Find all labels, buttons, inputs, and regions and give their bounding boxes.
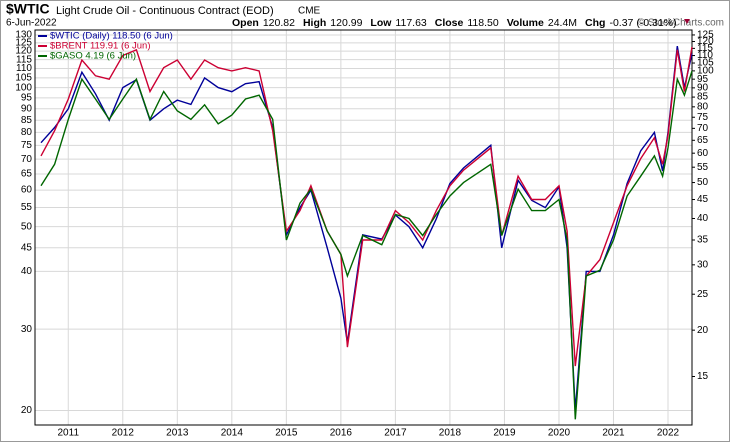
legend-label: $BRENT 119.91 (6 Jun) — [50, 41, 151, 52]
y2-tick-label: 35 — [697, 235, 709, 246]
x-tick-label: 2012 — [112, 428, 135, 439]
y-tick-label: 55 — [21, 202, 33, 213]
series-line — [40, 70, 693, 420]
y2-tick-label: 40 — [697, 213, 709, 224]
x-tick-label: 2016 — [330, 428, 353, 439]
x-tick-label: 2011 — [58, 428, 80, 439]
y2-tick-label: 80 — [697, 101, 709, 112]
quote-value: 117.63 — [395, 17, 426, 29]
quote-label: Chg — [585, 17, 605, 29]
y-tick-label: 65 — [21, 169, 33, 180]
y-tick-label: 120 — [15, 46, 32, 57]
y-tick-label: 20 — [21, 405, 33, 416]
y-tick-label: 125 — [15, 38, 32, 49]
y-tick-label: 80 — [21, 127, 33, 138]
legend-label: $WTIC (Daily) 118.50 (6 Jun) — [50, 31, 173, 42]
y2-tick-label: 30 — [697, 259, 709, 270]
y2-tick-label: 25 — [697, 289, 709, 300]
series-line — [40, 46, 693, 367]
chart-subtitle: Light Crude Oil - Continuous Contract (E… — [56, 5, 274, 17]
y-tick-label: 90 — [21, 103, 33, 114]
y-tick-label: 100 — [15, 82, 32, 93]
y-tick-label: 130 — [15, 30, 32, 41]
y2-tick-label: 60 — [697, 148, 709, 159]
y2-tick-label: 120 — [697, 36, 714, 47]
y-tick-label: 40 — [21, 266, 33, 277]
y-tick-label: 75 — [21, 140, 33, 151]
y2-tick-label: 65 — [697, 135, 709, 146]
quote-row: Open 120.82 High 120.99 Low 117.63 Close 118.50… — [232, 17, 677, 29]
exchange: CME — [298, 6, 321, 17]
y2-tick-label: 110 — [697, 50, 713, 61]
y2-tick-label: 115 — [697, 43, 713, 54]
plot-frame — [34, 29, 693, 426]
quote-value: 120.82 — [263, 17, 295, 29]
y-tick-label: 110 — [16, 63, 32, 74]
y-tick-label: 95 — [21, 93, 33, 104]
y-tick-label: 30 — [21, 324, 33, 335]
quote-label: Open — [232, 17, 259, 29]
quote-value: 120.99 — [330, 17, 362, 29]
legend-label: $GASO 4.19 (6 Jun) — [50, 51, 136, 62]
x-tick-label: 2014 — [221, 428, 244, 439]
y2-tick-label: 85 — [697, 92, 709, 103]
y-tick-label: 50 — [21, 221, 33, 232]
y2-tick-label: 70 — [697, 123, 709, 134]
quote-value: -0.37 (-0.31%) — [609, 17, 676, 29]
x-tick-label: 2017 — [384, 428, 407, 439]
y2-tick-label: 125 — [697, 30, 714, 41]
quote-label: Volume — [507, 17, 544, 29]
y-tick-label: 85 — [21, 115, 33, 126]
y2-tick-label: 100 — [697, 66, 714, 77]
y2-tick-label: 50 — [697, 177, 709, 188]
y-tick-label: 70 — [21, 154, 33, 165]
y-tick-label: 115 — [16, 54, 32, 65]
chart-title: $WTIC — [6, 1, 50, 17]
copyright: © StockCharts.com — [638, 18, 724, 29]
y-tick-label: 60 — [21, 185, 33, 196]
y2-tick-label: 95 — [697, 74, 709, 85]
y2-tick-label: 105 — [697, 58, 714, 69]
x-tick-label: 2019 — [493, 428, 516, 439]
quote-label: High — [303, 17, 326, 29]
y2-tick-label: 45 — [697, 194, 709, 205]
y2-tick-label: 75 — [697, 112, 709, 123]
y-tick-label: 105 — [15, 73, 32, 84]
y2-tick-label: 15 — [697, 371, 709, 382]
x-tick-label: 2022 — [657, 428, 680, 439]
y2-tick-label: 90 — [697, 83, 709, 94]
x-tick-label: 2021 — [602, 428, 625, 439]
quote-value: 118.50 — [467, 17, 498, 29]
quote-value: 24.4M — [548, 17, 577, 29]
y2-tick-label: 55 — [697, 162, 709, 173]
down-arrow — [684, 19, 690, 24]
x-tick-label: 2020 — [548, 428, 571, 439]
date: 6-Jun-2022 — [6, 18, 57, 29]
x-tick-label: 2018 — [439, 428, 462, 439]
quote-label: Low — [370, 17, 392, 29]
y2-tick-label: 20 — [697, 325, 709, 336]
quote-label: Close — [435, 17, 464, 29]
x-tick-label: 2015 — [275, 428, 298, 439]
x-tick-label: 2013 — [166, 428, 189, 439]
plot-area: 2030404550556065707580859095100105110115… — [15, 29, 714, 439]
y-tick-label: 45 — [21, 242, 33, 253]
